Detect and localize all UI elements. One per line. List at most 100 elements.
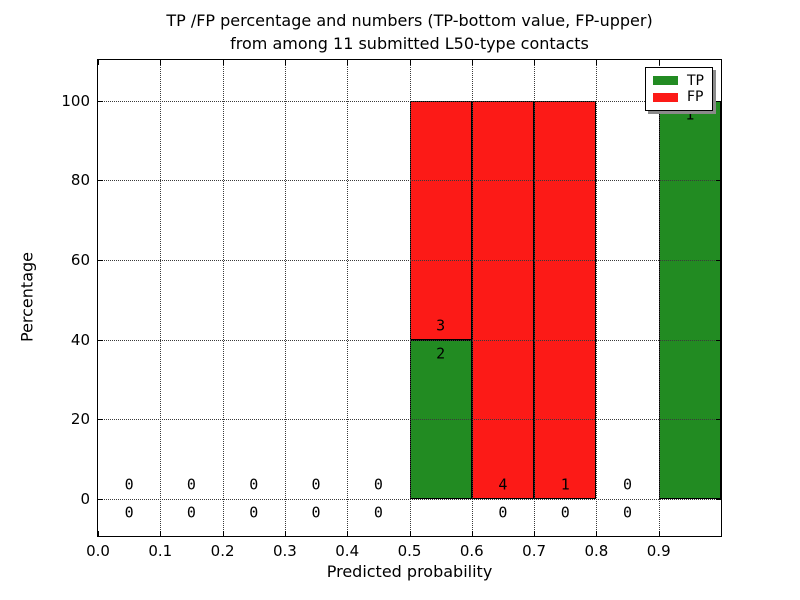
x-tick-mark: [98, 531, 99, 536]
y-tick-mark: [98, 419, 103, 421]
legend-item-fp: FP: [653, 90, 705, 104]
x-axis-label: Predicted probability: [326, 562, 493, 581]
x-tick-mark: [222, 531, 224, 536]
y-tick-mark-right: [716, 100, 721, 102]
x-gridline: [409, 60, 411, 536]
tp-swatch-icon: [653, 76, 678, 86]
x-tick-label: 0.7: [522, 542, 547, 560]
y-gridline: [98, 419, 721, 421]
y-tick-mark-right: [716, 419, 721, 421]
tp-count-label: 0: [560, 503, 570, 522]
y-tick-label: 80: [70, 171, 90, 190]
fp-swatch-icon: [653, 92, 678, 102]
tp-count-label: 0: [186, 503, 196, 522]
x-tick-mark-top: [409, 60, 411, 65]
fp-count-label: 3: [436, 316, 446, 335]
x-tick-label: 0.8: [584, 542, 609, 560]
x-tick-label: 0.5: [397, 542, 422, 560]
x-gridline: [284, 60, 286, 536]
x-tick-mark-top: [471, 60, 473, 65]
y-tick-label: 40: [70, 330, 90, 349]
x-tick-label: 0.4: [335, 542, 360, 560]
legend-label-tp: TP: [687, 72, 704, 89]
x-tick-mark: [596, 531, 598, 536]
x-gridline: [534, 60, 536, 536]
fp-count-label: 0: [623, 475, 633, 494]
x-tick-mark-top: [160, 60, 162, 65]
x-tick-mark: [409, 531, 411, 536]
x-tick-mark-top: [534, 60, 536, 65]
chart-title-line1: TP /FP percentage and numbers (TP-bottom…: [166, 11, 653, 30]
x-tick-label: 0.3: [272, 542, 297, 560]
tp-count-label: 0: [373, 503, 383, 522]
tp-bar-segment: [658, 100, 721, 500]
tp-count-label: 1: [685, 105, 695, 124]
legend-label-fp: FP: [687, 89, 704, 106]
x-gridline: [160, 60, 162, 536]
x-tick-mark-top: [596, 60, 598, 65]
fp-count-label: 0: [311, 475, 321, 494]
y-tick-mark: [98, 100, 103, 102]
tp-count-label: 0: [623, 503, 633, 522]
x-tick-mark-top: [658, 60, 660, 65]
x-gridline: [222, 60, 224, 536]
fp-count-label: 0: [249, 475, 259, 494]
x-tick-mark: [471, 531, 473, 536]
tp-count-label: 0: [311, 503, 321, 522]
fp-bar-segment: [409, 100, 472, 340]
x-tick-mark: [534, 531, 536, 536]
y-tick-mark-right: [716, 499, 721, 501]
tp-count-label: 0: [124, 503, 134, 522]
x-gridline: [596, 60, 598, 536]
x-gridline: [347, 60, 349, 536]
x-tick-label: 0.2: [210, 542, 235, 560]
x-tick-mark-top: [98, 60, 99, 65]
tp-count-label: 0: [498, 503, 508, 522]
x-tick-label: 0.6: [459, 542, 484, 560]
x-tick-mark-top: [284, 60, 286, 65]
y-gridline: [98, 180, 721, 182]
y-gridline: [98, 260, 721, 262]
fp-count-label: 0: [186, 475, 196, 494]
x-tick-label: 0.0: [86, 542, 110, 560]
y-tick-mark: [98, 339, 103, 341]
y-tick-label: 0: [80, 490, 90, 509]
y-gridline: [98, 339, 721, 341]
y-tick-mark: [98, 499, 103, 501]
fp-count-label: 0: [124, 475, 134, 494]
fp-count-label: 4: [498, 475, 508, 494]
y-tick-mark-right: [716, 180, 721, 182]
y-tick-mark-right: [716, 260, 721, 262]
x-gridline: [471, 60, 473, 536]
tp-count-label: 2: [436, 344, 446, 363]
x-tick-mark: [347, 531, 349, 536]
y-tick-label: 100: [61, 91, 90, 110]
y-gridline: [98, 100, 721, 102]
y-tick-mark: [98, 180, 103, 182]
y-gridline: [98, 499, 721, 501]
y-tick-label: 60: [70, 251, 90, 270]
y-axis-label: Percentage: [17, 251, 37, 343]
legend: TP FP: [645, 67, 713, 111]
x-tick-mark: [160, 531, 162, 536]
fp-count-label: 0: [373, 475, 383, 494]
x-tick-label: 0.1: [148, 542, 173, 560]
x-tick-mark-top: [222, 60, 224, 65]
fp-bar-segment: [471, 100, 535, 500]
y-tick-label: 20: [70, 410, 90, 429]
x-tick-mark: [284, 531, 286, 536]
y-tick-mark-right: [716, 339, 721, 341]
chart-title: TP /FP percentage and numbers (TP-bottom…: [97, 9, 722, 55]
tp-count-label: 0: [249, 503, 259, 522]
x-tick-mark: [658, 531, 660, 536]
fp-bar-segment: [534, 100, 597, 500]
fp-count-label: 1: [560, 475, 570, 494]
plot-area: 0.0 0.1 0.2 0.3 0.4 0.5 0.6 0.7 0.8 0.9 0 20 40 60 80 1…: [61, 59, 722, 560]
x-tick-label: 0.9: [646, 542, 671, 560]
x-gridline: [658, 60, 660, 536]
x-tick-mark-top: [347, 60, 349, 65]
chart-title-line2: from among 11 submitted L50-type contact…: [230, 34, 589, 53]
legend-item-tp: TP: [653, 74, 705, 88]
y-tick-mark: [98, 260, 103, 262]
